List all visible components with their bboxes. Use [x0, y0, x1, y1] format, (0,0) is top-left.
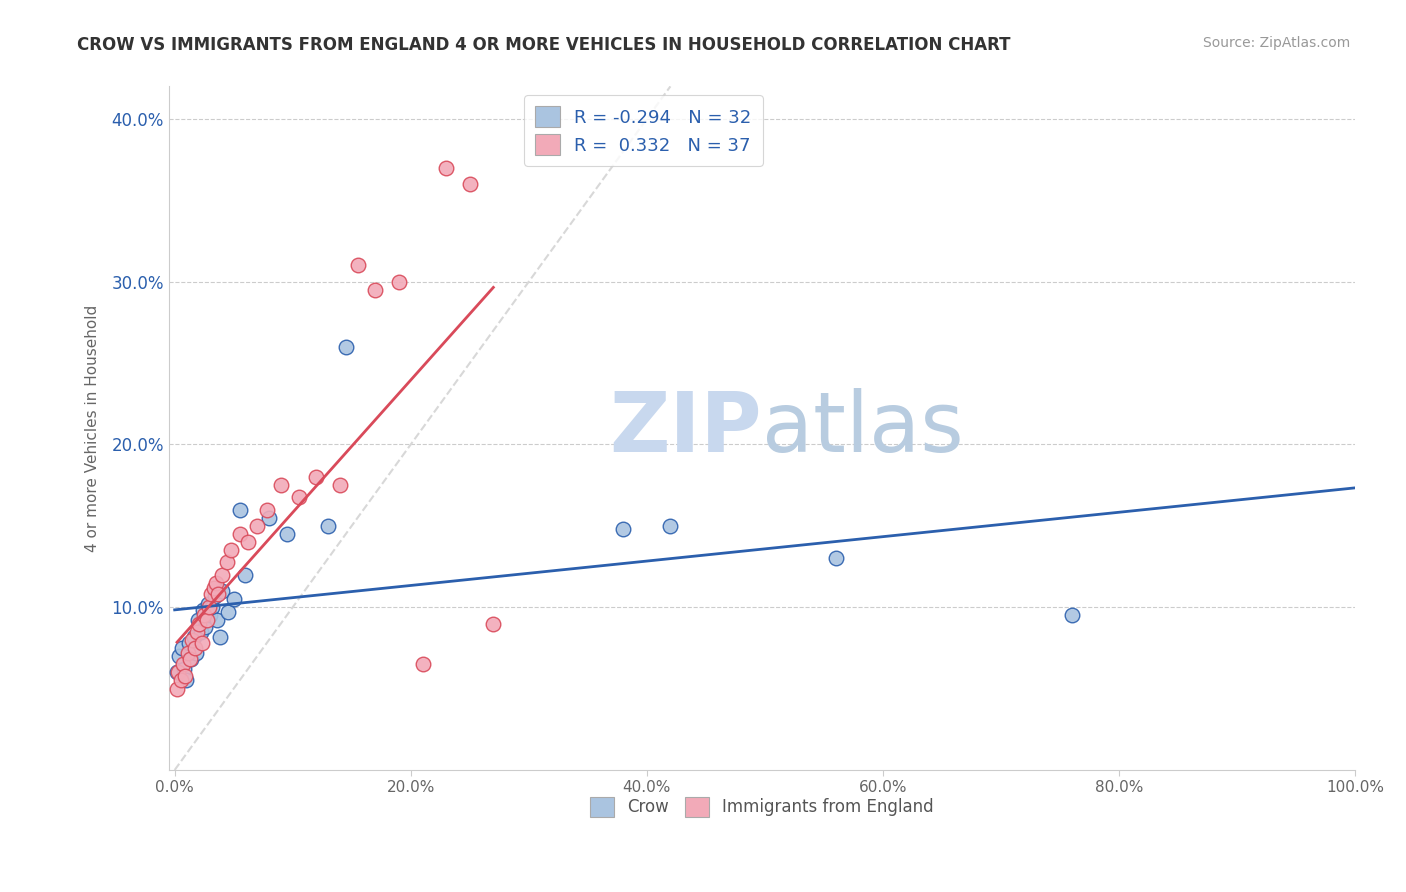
Point [172, 657, 194, 672]
Point [659, 519, 682, 533]
Text: CROW VS IMMIGRANTS FROM ENGLAND 4 OR MORE VEHICLES IN HOUSEHOLD CORRELATION CHAR: CROW VS IMMIGRANTS FROM ENGLAND 4 OR MOR… [77, 36, 1011, 54]
Point [1060, 608, 1083, 623]
Point [194, 620, 217, 634]
Point [211, 583, 233, 598]
Point [215, 555, 238, 569]
Point [236, 535, 259, 549]
Point [824, 551, 846, 566]
Point [181, 632, 204, 647]
Point [176, 673, 198, 688]
Point [305, 470, 328, 484]
Point [166, 665, 188, 680]
Point [228, 527, 250, 541]
Point [174, 668, 197, 682]
Point [316, 519, 339, 533]
Y-axis label: 4 or more Vehicles in Household: 4 or more Vehicles in Household [86, 304, 100, 552]
Point [205, 575, 228, 590]
Point [200, 587, 222, 601]
Point [193, 608, 215, 623]
Point [170, 640, 193, 655]
Point [176, 646, 198, 660]
Point [173, 662, 195, 676]
Point [221, 543, 243, 558]
Point [188, 616, 211, 631]
Point [198, 608, 221, 623]
Text: Source: ZipAtlas.com: Source: ZipAtlas.com [1202, 36, 1350, 50]
Point [364, 283, 387, 297]
Point [276, 527, 298, 541]
Point [434, 161, 457, 175]
Point [211, 567, 233, 582]
Point [208, 630, 231, 644]
Point [197, 597, 219, 611]
Point [169, 673, 191, 688]
Point [246, 519, 269, 533]
Point [335, 340, 357, 354]
Point [235, 567, 257, 582]
Point [169, 648, 191, 663]
Point [195, 613, 218, 627]
Point [183, 630, 205, 644]
Point [412, 657, 434, 672]
Point [202, 581, 225, 595]
Point [191, 603, 214, 617]
Point [180, 652, 202, 666]
Point [458, 177, 481, 191]
Point [257, 510, 280, 524]
Point [191, 636, 214, 650]
Point [184, 640, 207, 655]
Legend: Crow, Immigrants from England: Crow, Immigrants from England [583, 790, 941, 823]
Point [179, 652, 201, 666]
Point [166, 681, 188, 696]
Point [186, 624, 208, 639]
Point [204, 589, 226, 603]
Text: atlas: atlas [762, 388, 963, 468]
Point [482, 616, 505, 631]
Point [187, 613, 209, 627]
Point [184, 646, 207, 660]
Point [287, 490, 309, 504]
Point [205, 613, 228, 627]
Point [228, 502, 250, 516]
Point [177, 636, 200, 650]
Point [388, 275, 411, 289]
Point [329, 478, 352, 492]
Point [167, 665, 190, 680]
Point [201, 600, 224, 615]
Point [217, 605, 239, 619]
Point [190, 624, 212, 639]
Point [222, 592, 245, 607]
Point [256, 502, 278, 516]
Point [346, 259, 368, 273]
Point [270, 478, 292, 492]
Point [198, 600, 221, 615]
Point [612, 522, 634, 536]
Point [207, 587, 229, 601]
Text: ZIP: ZIP [609, 388, 762, 468]
